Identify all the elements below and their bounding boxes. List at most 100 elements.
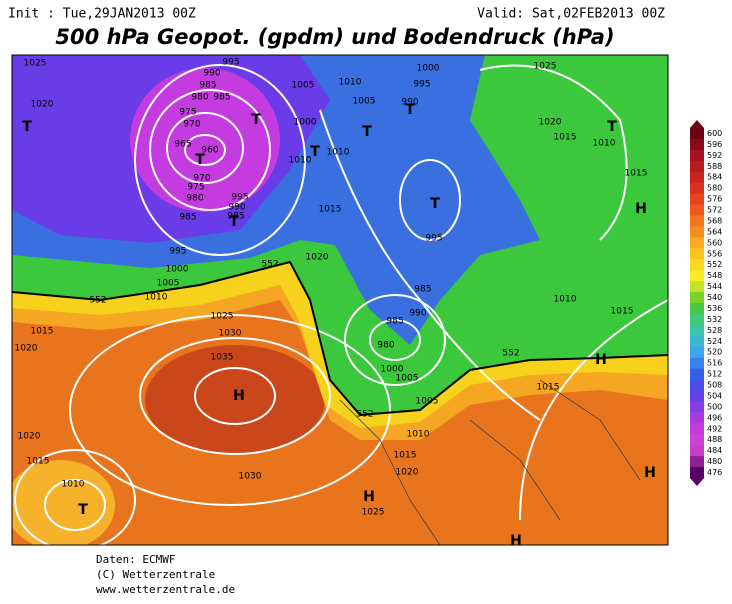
isobar-label: 1030 (239, 472, 262, 482)
pressure-center: T (22, 119, 32, 135)
colorbar-label: 568 (707, 216, 722, 225)
colorbar-label: 508 (707, 381, 722, 390)
isobar-label: 980 (186, 194, 203, 204)
colorbar-label: 588 (707, 162, 722, 171)
colorbar-swatch (690, 138, 704, 151)
colorbar-swatch (690, 423, 704, 435)
pressure-center: H (635, 201, 647, 217)
isobar-label: 1020 (18, 432, 41, 442)
colorbar-label: 492 (707, 424, 722, 433)
pressure-center: H (510, 533, 522, 549)
isobar-label: 1015 (611, 307, 634, 317)
isobar-label: 995 (231, 193, 248, 203)
colorbar-label: 484 (707, 446, 722, 455)
colorbar-swatch (690, 160, 704, 173)
isobar-label: 1010 (62, 480, 85, 490)
isobar-label: 1010 (407, 430, 430, 440)
pressure-center: T (229, 214, 239, 230)
isobar-label: 1025 (24, 59, 47, 69)
isobar-label: 990 (228, 203, 245, 213)
colorbar-swatch (690, 215, 704, 227)
colorbar-swatch (690, 270, 704, 282)
colorbar-swatch (690, 182, 704, 195)
isobar-label: 1025 (211, 312, 234, 322)
isobar-label: 1020 (539, 118, 562, 128)
pressure-center: H (644, 465, 656, 481)
colorbar-swatch (690, 193, 704, 206)
isobar-label: 985 (199, 81, 216, 91)
isobar-label: 1005 (416, 397, 439, 407)
colorbar-cap (690, 120, 704, 128)
colorbar-swatch (690, 401, 704, 413)
colorbar-label: 512 (707, 370, 722, 379)
isobar-label: 552 (89, 296, 106, 306)
colorbar-label: 600 (707, 129, 722, 138)
pressure-center: T (405, 102, 415, 118)
colorbar-label: 480 (707, 457, 722, 466)
colorbar-label: 576 (707, 195, 722, 204)
isobar-label: 980 (377, 341, 394, 351)
isobar-label: 970 (193, 174, 210, 184)
colorbar-swatch (690, 445, 704, 457)
colorbar-label: 524 (707, 337, 722, 346)
isobar-label: 975 (187, 183, 204, 193)
colorbar-swatch (690, 434, 704, 446)
colorbar-swatch (690, 292, 704, 304)
isobar-label: 1015 (394, 451, 417, 461)
isobar-label: 1020 (15, 344, 38, 354)
colorbar-swatch (690, 237, 704, 249)
colorbar-swatch (690, 149, 704, 162)
isobar-label: 1000 (381, 365, 404, 375)
colorbar-label: 516 (707, 359, 722, 368)
isobar-label: 552 (261, 260, 278, 270)
colorbar-label: 592 (707, 151, 722, 160)
isobar-label: 990 (409, 309, 426, 319)
colorbar-label: 496 (707, 413, 722, 422)
colorbar-label: 476 (707, 468, 722, 477)
isobar-label: 990 (203, 69, 220, 79)
copyright-note: (C) Wetterzentrale (96, 568, 215, 581)
colorbar-label: 548 (707, 271, 722, 280)
colorbar-label: 572 (707, 206, 722, 215)
pressure-center: H (233, 388, 245, 404)
pressure-center: T (251, 112, 261, 128)
isobar-label: 970 (183, 120, 200, 130)
isobar-label: 1010 (289, 156, 312, 166)
colorbar-swatch (690, 313, 704, 326)
isobar-label: 1015 (319, 205, 342, 215)
map-title: 500 hPa Geopot. (gpdm) und Bodendruck (h… (55, 25, 614, 49)
isobar-label: 1010 (327, 148, 350, 158)
isobar-label: 985 (213, 93, 230, 103)
colorbar-swatch (690, 335, 704, 348)
isobar-label: 995 (413, 80, 430, 90)
colorbar-label: 584 (707, 173, 722, 182)
url-note: www.wetterzentrale.de (96, 583, 235, 596)
colorbar-label: 596 (707, 140, 722, 149)
isobar-label: 985 (227, 212, 244, 222)
colorbar-swatch (690, 324, 704, 337)
isobar-label: 1000 (294, 118, 317, 128)
pressure-center: H (363, 489, 375, 505)
isobar-label: 552 (502, 349, 519, 359)
colorbar-swatch (690, 390, 704, 402)
colorbar-swatch (690, 226, 704, 238)
pressure-center: T (607, 119, 617, 135)
colorbar-label: 540 (707, 293, 722, 302)
colorbar-swatch (690, 204, 704, 216)
colorbar-label: 552 (707, 260, 722, 269)
colorbar-label: 500 (707, 402, 722, 411)
isobar-label: 1005 (396, 374, 419, 384)
isobar-label: 1010 (593, 139, 616, 149)
isobar-label: 552 (356, 410, 373, 420)
isobar-label: 995 (222, 58, 239, 68)
isobar-label: 995 (169, 247, 186, 257)
isobar-label: 1010 (554, 295, 577, 305)
map-frame (11, 54, 669, 546)
colorbar-label: 528 (707, 326, 722, 335)
pressure-center: H (595, 352, 607, 368)
colorbar-label: 580 (707, 184, 722, 193)
isobar-label: 1020 (396, 468, 419, 478)
isobar-label: 990 (401, 98, 418, 108)
